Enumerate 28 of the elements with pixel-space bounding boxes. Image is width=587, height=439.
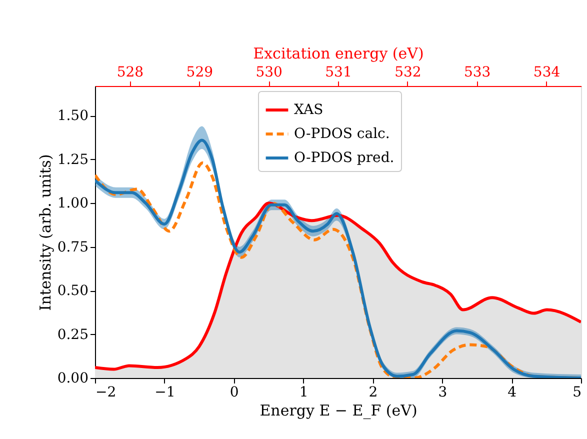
x2-tick-label: 530 [256, 64, 282, 80]
x2-tick-label: 532 [394, 64, 422, 80]
y-tick-label: 0.25 [57, 326, 88, 343]
legend-label: XAS [294, 102, 324, 118]
y-tick-label: 0.75 [57, 239, 88, 256]
y-tick-label: 0.00 [57, 370, 88, 386]
x-tick-label: 3 [438, 384, 448, 400]
y-tick-label: 1.00 [57, 196, 88, 212]
y-axis-title: Intensity (arb. units) [36, 154, 54, 311]
x-tick-label: 0 [230, 384, 239, 400]
x2-axis-title: Excitation energy (eV) [253, 44, 424, 62]
x-tick-label: 4 [508, 384, 517, 400]
y-tick-label: 1.50 [57, 108, 88, 124]
x-axis-title: Energy E − E_F (eV) [260, 402, 418, 420]
x-tick-label: 1 [299, 384, 308, 400]
legend-label: O-PDOS calc. [294, 126, 390, 142]
x-tick-label: −1 [154, 384, 176, 400]
x-tick-label: 2 [368, 384, 378, 400]
x2-tick-label: 533 [464, 64, 491, 80]
x2-tick-label: 531 [325, 64, 352, 80]
x2-tick-label: 534 [533, 64, 560, 80]
y-tick-label: 0.50 [57, 283, 88, 300]
legend-label: O-PDOS pred. [294, 150, 394, 166]
y-tick-label: 1.25 [57, 152, 88, 168]
x-tick-label: −2 [96, 384, 116, 400]
x-tick-label: 5 [572, 384, 582, 400]
x2-tick-label: 529 [186, 64, 214, 80]
x2-tick-label: 528 [116, 64, 144, 80]
